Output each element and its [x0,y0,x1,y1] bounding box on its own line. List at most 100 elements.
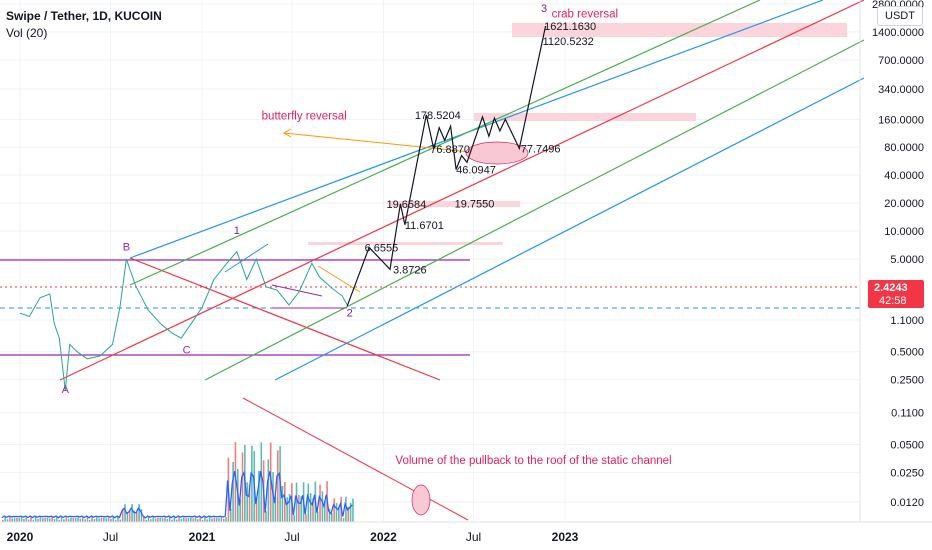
volume-bar [319,484,321,522]
volume-bar [77,517,79,522]
volume-bar [56,517,58,522]
volume-bar [239,499,241,522]
volume-bar [321,491,324,522]
x-axis-ticks: 2020 Jul 2021 Jul 2022 Jul 2023 [7,530,579,544]
volume-bar [265,511,267,522]
volume-bar [190,517,192,522]
volume-bar [18,518,21,522]
volume-bar [349,502,352,522]
volume-bar [112,517,115,522]
y-tick-label: 0.0120 [890,497,924,509]
target-zone-upper [474,113,696,121]
volume-bar [284,481,286,522]
wave-label: 3 [541,3,547,15]
last-price-tag: 2.4243 42:58 [868,280,924,308]
y-tick-label: 160.0000 [878,114,924,126]
volume-bar [150,519,152,522]
volume-bar [107,517,110,522]
plot-area[interactable] [0,0,860,522]
crab-zone [512,23,847,37]
volume-bar [81,517,84,522]
x-tick-label: 2020 [7,530,34,544]
x-tick-label: Jul [103,530,118,544]
wave1-channel-line [224,243,269,273]
volume-bar [51,517,53,522]
volume-bar [345,496,347,522]
volume-bar [138,504,140,522]
volume-bar [178,517,180,522]
volume-bar [128,510,131,522]
volume-bar [20,517,23,522]
volume-bar [4,517,6,522]
level-label: 77.7496 [521,143,561,155]
volume-bar [32,519,35,522]
volume-bar [234,442,237,522]
level-label: 19.6584 [386,199,426,211]
volume-bar [305,514,307,522]
level-label: 178.5204 [415,110,461,122]
triangle-top [271,284,323,297]
volume-bar [218,518,220,522]
volume-bar [110,519,112,522]
volume-bar [154,518,157,522]
butterfly-arrow [283,132,471,153]
volume-bar [182,517,185,522]
currency-button[interactable]: USDT [877,6,923,26]
volume-bar [199,517,201,522]
volume-bar [147,517,150,522]
volume-bar [39,517,42,522]
symbol-title[interactable]: Swipe / Tether, 1D, KUCOIN [6,9,162,23]
y-tick-label: 0.5000 [890,347,924,359]
volume-bar [84,519,86,522]
volume-bar [274,495,277,522]
volume-bar [204,517,206,522]
price-history [19,250,348,391]
volume-bar [168,517,171,522]
y-tick-label: 1.1000 [890,315,924,327]
bar-countdown: 42:58 [879,295,907,307]
fork-base-line [129,257,441,381]
volume-bar [215,517,218,522]
volume-bar [276,450,279,522]
last-price-value: 2.4243 [874,282,908,294]
x-tick-label: 2022 [370,530,397,544]
volume-bar [13,517,16,522]
volume-bar [300,496,303,522]
volume-bar [67,518,70,522]
wave-label: 1 [234,225,240,237]
volume-bar [295,482,298,522]
volume-bar [248,484,251,522]
volume-bar [298,495,300,522]
y-tick-label: 80.0000 [884,142,924,154]
volume-bar [44,517,46,522]
volume-bar [220,517,223,522]
volume-bar [328,508,331,522]
volume-bar [208,517,211,522]
channel-lower-blue [274,77,865,381]
y-tick-label: 700.0000 [878,55,924,67]
volume-bar [197,519,199,522]
volume-indicator-label[interactable]: Vol (20) [6,26,48,40]
y-tick-label: 20.0000 [884,198,924,210]
volume-bar [293,515,295,522]
volume-bar [246,482,248,522]
volume-bar [187,517,190,522]
volume-bar [323,500,326,522]
grid [0,0,860,522]
volume-bar [63,519,65,522]
volume-bar [16,517,18,522]
volume-bar [103,517,105,522]
volume-bar [100,517,103,522]
wave-label: 2 [347,307,353,319]
volume-bar [260,442,263,522]
volume-bar [309,493,312,522]
volume-bar [119,519,122,522]
volume-bar [74,518,77,522]
volume-bar [286,497,288,522]
volume-bar [312,498,314,522]
wave-labels: A B C 1 2 3 [62,3,548,396]
volume-bar [192,518,194,522]
volume-bar [60,517,63,522]
volume-bar [25,517,28,522]
